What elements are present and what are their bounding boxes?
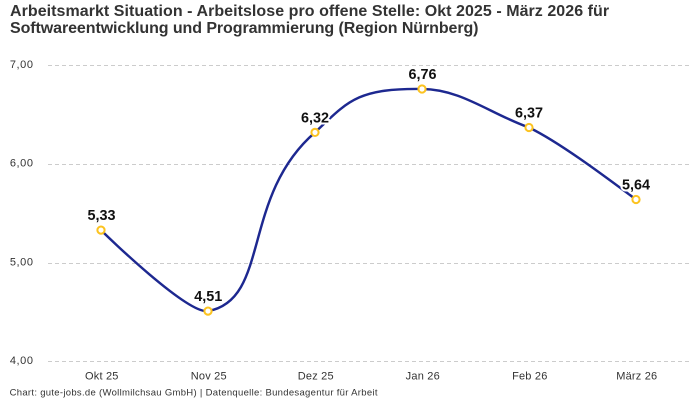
svg-text:5,33: 5,33	[87, 208, 115, 224]
svg-text:Okt 25: Okt 25	[85, 371, 119, 383]
svg-text:6,76: 6,76	[408, 67, 436, 83]
svg-text:Chart: gute-jobs.de (Wollmilch: Chart: gute-jobs.de (Wollmilchsau GmbH) …	[10, 388, 378, 399]
svg-text:5,00: 5,00	[10, 256, 34, 268]
svg-text:4,51: 4,51	[194, 289, 222, 305]
svg-text:März 26: März 26	[616, 371, 657, 383]
svg-text:Nov 25: Nov 25	[191, 371, 227, 383]
svg-text:7,00: 7,00	[10, 59, 34, 71]
svg-text:4,00: 4,00	[10, 355, 34, 367]
svg-text:6,32: 6,32	[301, 110, 329, 126]
svg-text:Feb 26: Feb 26	[512, 371, 547, 383]
svg-text:5,64: 5,64	[622, 177, 650, 193]
svg-text:Jan 26: Jan 26	[406, 371, 440, 383]
svg-text:6,00: 6,00	[10, 158, 34, 170]
svg-text:Dez 25: Dez 25	[298, 371, 334, 383]
svg-text:Softwareentwicklung und Progra: Softwareentwicklung und Programmierung (…	[10, 20, 478, 37]
svg-text:6,37: 6,37	[515, 105, 543, 121]
svg-text:Arbeitsmarkt Situation - Arbei: Arbeitsmarkt Situation - Arbeitslose pro…	[10, 3, 609, 20]
